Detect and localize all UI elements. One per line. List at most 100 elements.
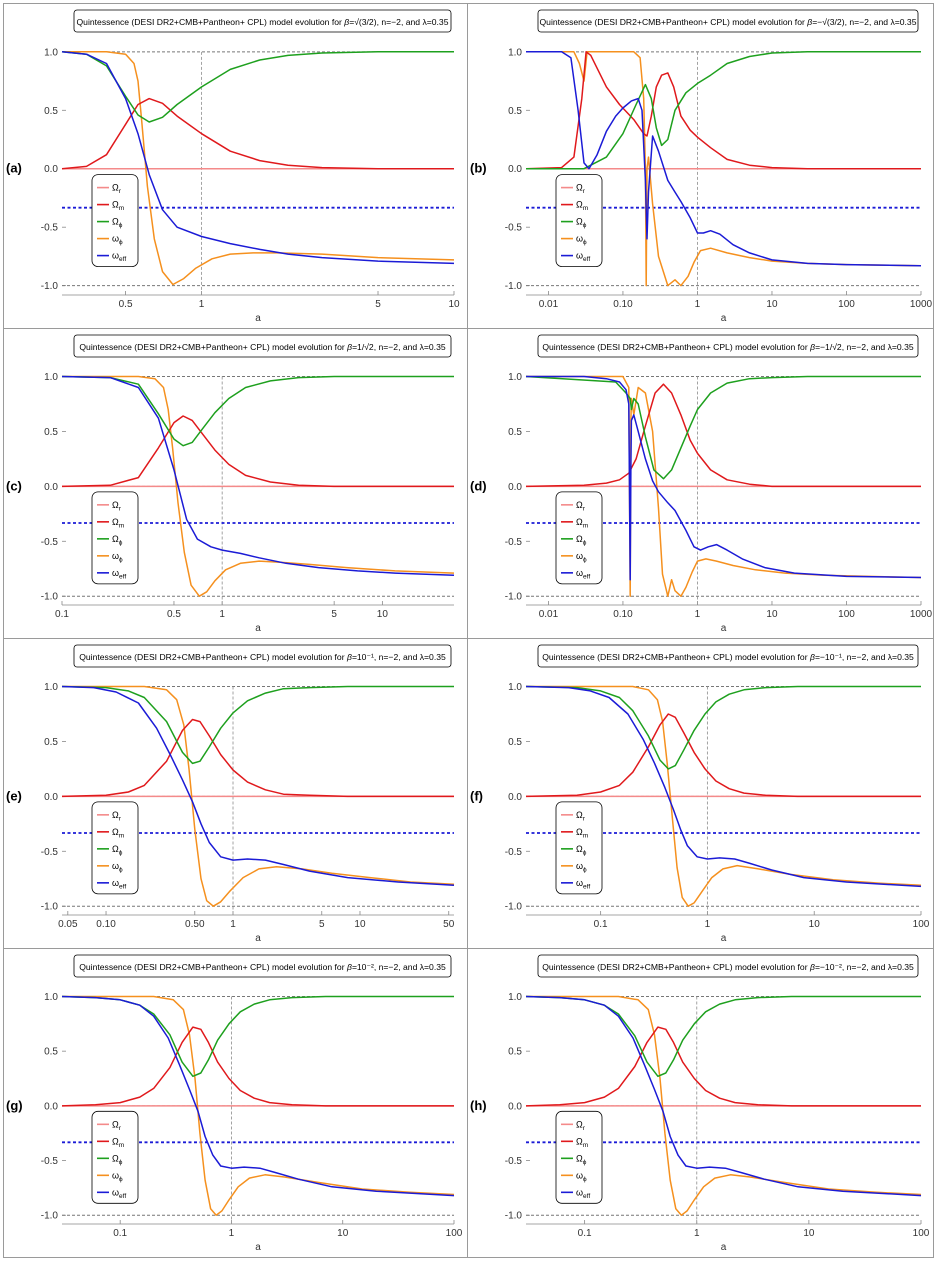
x-tick-label: 100: [838, 609, 855, 620]
x-tick-label: 1: [695, 299, 701, 310]
y-tick-label: 0.5: [508, 106, 522, 117]
panel-label: (a): [6, 161, 22, 176]
x-axis-label: a: [255, 1242, 261, 1253]
x-tick-label: 10: [809, 919, 821, 930]
x-axis-label: a: [721, 623, 727, 634]
series-line-phi: [525, 995, 921, 1078]
y-tick-label: 0.0: [508, 792, 522, 803]
x-tick-label: 5: [331, 609, 337, 620]
series-line-m: [61, 415, 454, 488]
row-divider-3: [3, 948, 934, 949]
y-tick-label: -0.5: [505, 847, 523, 858]
series-line-phi: [61, 51, 454, 123]
x-axis-label: a: [255, 933, 261, 944]
frame-bottom: [3, 1257, 934, 1258]
y-tick-label: -1.0: [41, 281, 59, 292]
x-tick-label: 5: [319, 919, 325, 930]
x-tick-label: 0.1: [594, 919, 608, 930]
svg-text:Quintessence (DESI DR2+CMB+Pan: Quintessence (DESI DR2+CMB+Pantheon+ CPL…: [79, 342, 445, 352]
legend-entry-phi: Ωϕ: [112, 1153, 123, 1166]
series-line-m: [525, 713, 921, 798]
x-axis-label: a: [255, 313, 261, 324]
chart-title: Quintessence (DESI DR2+CMB+Pantheon+ CPL…: [537, 954, 919, 978]
legend-entry-eff: ωeff: [112, 251, 126, 264]
svg-text:Quintessence (DESI DR2+CMB+Pan: Quintessence (DESI DR2+CMB+Pantheon+ CPL…: [77, 17, 449, 27]
y-tick-label: -1.0: [505, 281, 523, 292]
chart-title: Quintessence (DESI DR2+CMB+Pantheon+ CPL…: [73, 9, 452, 33]
x-axis-label: a: [255, 623, 261, 634]
series-line-m: [525, 51, 921, 170]
x-tick-label: 0.01: [539, 609, 559, 620]
legend-entry-r: Ωr: [112, 500, 122, 513]
series-line-w: [62, 375, 455, 597]
x-tick-label: 0.1: [55, 609, 69, 620]
svg-text:Quintessence (DESI DR2+CMB+Pan: Quintessence (DESI DR2+CMB+Pantheon+ CPL…: [79, 962, 446, 972]
y-tick-label: -1.0: [41, 1211, 59, 1222]
panel-label: (g): [6, 1098, 23, 1113]
y-tick-label: 0.5: [44, 106, 58, 117]
x-tick-label: 100: [913, 1228, 930, 1239]
x-tick-label: 50: [443, 919, 455, 930]
legend-entry-m: Ωm: [576, 827, 588, 840]
y-tick-label: 1.0: [44, 682, 58, 693]
x-tick-label: 0.50: [185, 919, 205, 930]
series-line-phi: [61, 685, 454, 765]
series-line-w: [526, 51, 922, 287]
x-tick-label: 100: [913, 919, 930, 930]
series-line-m: [61, 718, 454, 798]
y-tick-label: -0.5: [505, 1156, 523, 1167]
y-tick-label: 0.0: [44, 792, 58, 803]
y-tick-label: 0.0: [508, 482, 522, 493]
legend-entry-eff: ωeff: [112, 878, 126, 891]
x-tick-label: 1: [705, 919, 711, 930]
legend-entry-r: Ωr: [112, 810, 122, 823]
series-line-m: [61, 97, 454, 170]
y-tick-label: -1.0: [41, 592, 59, 603]
svg-text:Quintessence (DESI DR2+CMB+Pan: Quintessence (DESI DR2+CMB+Pantheon+ CPL…: [542, 962, 914, 972]
y-tick-label: -1.0: [505, 1211, 523, 1222]
y-tick-label: -1.0: [41, 902, 59, 913]
panel-label: (h): [470, 1098, 487, 1113]
series-line-eff: [525, 685, 922, 888]
x-tick-label: 1: [230, 919, 236, 930]
x-tick-label: 10: [766, 609, 778, 620]
legend-entry-eff: ωeff: [112, 1187, 126, 1200]
series-line-eff: [61, 995, 455, 1197]
series-line-eff: [61, 375, 455, 577]
legend-entry-m: Ωm: [576, 200, 588, 213]
series-line-phi: [525, 375, 921, 480]
series-line-eff: [61, 685, 455, 887]
y-tick-label: -0.5: [505, 537, 523, 548]
legend-entry-phi: Ωϕ: [112, 217, 123, 230]
chart-title: Quintessence (DESI DR2+CMB+Pantheon+ CPL…: [537, 9, 919, 33]
legend-entry-phi: Ωϕ: [576, 217, 587, 230]
series-line-phi: [525, 685, 921, 770]
legend: Ωr Ωm Ωϕ ωϕ ωeff: [555, 174, 603, 267]
x-tick-label: 0.5: [167, 609, 181, 620]
legend: Ωr Ωm Ωϕ ωϕ ωeff: [91, 491, 139, 585]
x-axis-label: a: [721, 933, 727, 944]
y-tick-label: 0.0: [44, 164, 58, 175]
frame-right: [933, 3, 934, 1258]
y-tick-label: 0.0: [44, 482, 58, 493]
legend-entry-r: Ωr: [112, 1119, 122, 1132]
legend-entry-eff: ωeff: [576, 251, 590, 264]
x-tick-label: 1: [199, 299, 205, 310]
y-tick-label: 1.0: [508, 682, 522, 693]
legend-entry-r: Ωr: [112, 183, 122, 196]
x-tick-label: 10: [337, 1228, 349, 1239]
legend: Ωr Ωm Ωϕ ωϕ ωeff: [555, 491, 603, 585]
panel-label: (f): [470, 788, 483, 803]
svg-text:Quintessence (DESI DR2+CMB+Pan: Quintessence (DESI DR2+CMB+Pantheon+ CPL…: [79, 652, 446, 662]
series-line-eff: [526, 51, 922, 267]
series-line-eff: [61, 51, 455, 265]
y-tick-label: 0.0: [508, 164, 522, 175]
legend-entry-m: Ωm: [112, 200, 124, 213]
legend-entry-eff: ωeff: [576, 568, 590, 581]
legend-entry-w: ωϕ: [576, 551, 587, 564]
legend: Ωr Ωm Ωϕ ωϕ ωeff: [91, 801, 139, 895]
x-tick-label: 100: [838, 299, 855, 310]
series-line-w: [526, 375, 922, 597]
panel-label: (c): [6, 478, 22, 493]
